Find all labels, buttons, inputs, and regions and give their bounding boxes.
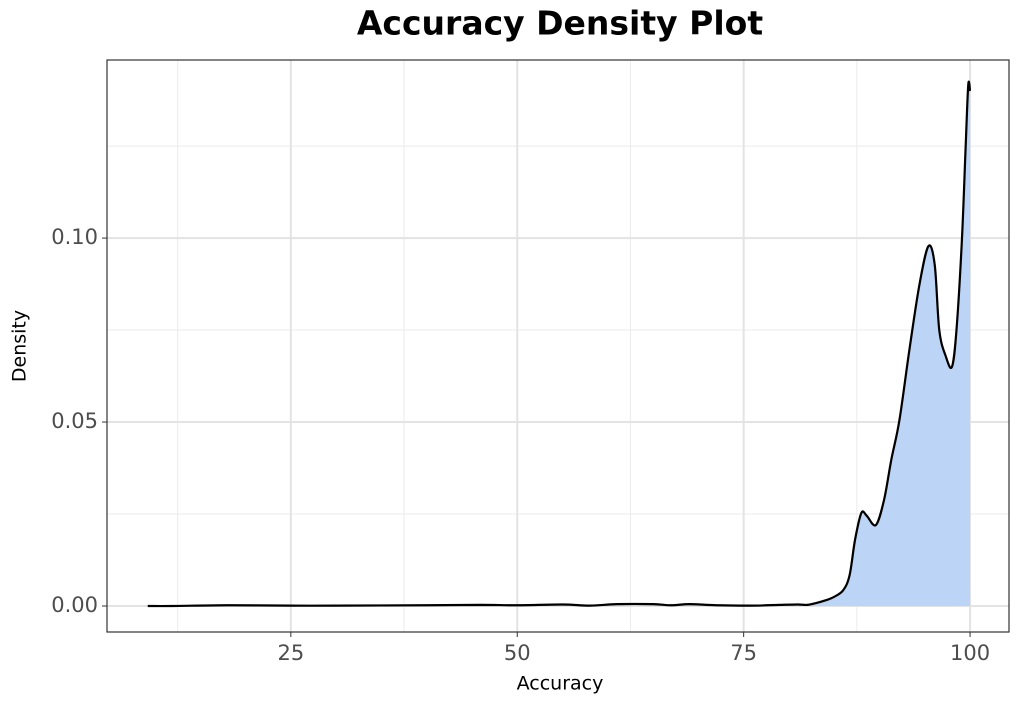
- y-axis-label: Density: [9, 310, 31, 382]
- x-tick-label: 25: [277, 641, 304, 665]
- panel-border: [106, 59, 1010, 633]
- x-tick-label: 50: [504, 641, 531, 665]
- x-tick-label: 100: [950, 641, 990, 665]
- y-tick-label: 0.10: [51, 225, 98, 249]
- density-area: [147, 81, 971, 607]
- y-tick-label: 0.00: [51, 593, 98, 617]
- x-tick-label: 75: [730, 641, 757, 665]
- y-tick-label: 0.05: [51, 409, 98, 433]
- marks: [147, 80, 972, 608]
- chart-title: Accuracy Density Plot: [357, 4, 763, 43]
- density-line: [147, 80, 972, 608]
- x-axis-label: Accuracy: [517, 673, 604, 695]
